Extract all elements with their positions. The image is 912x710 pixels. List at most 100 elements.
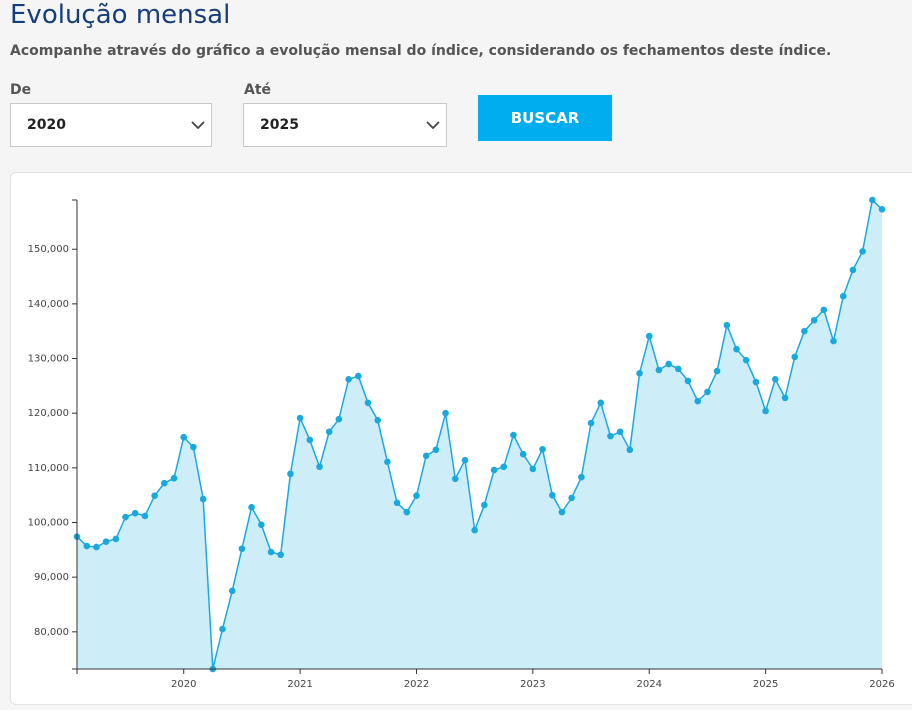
point xyxy=(93,543,100,551)
point xyxy=(413,492,420,500)
point xyxy=(500,463,508,471)
point xyxy=(645,332,653,340)
point xyxy=(810,316,818,324)
x-tick-label: 2020 xyxy=(171,679,196,690)
x-tick-label: 2023 xyxy=(520,679,545,690)
point xyxy=(199,495,207,503)
point xyxy=(607,432,614,440)
point xyxy=(393,499,401,507)
x-tick-label: 2025 xyxy=(753,679,778,690)
point xyxy=(830,337,837,345)
chevron xyxy=(191,121,205,130)
point xyxy=(83,542,91,550)
point xyxy=(432,446,440,454)
point xyxy=(267,548,275,556)
point xyxy=(277,551,284,559)
point xyxy=(548,491,556,499)
point xyxy=(655,366,663,374)
point xyxy=(151,492,158,500)
point xyxy=(675,365,682,373)
y-tick-label: 140,000 xyxy=(28,299,69,310)
point xyxy=(781,394,789,402)
point xyxy=(374,416,382,424)
x-tick-label: 2026 xyxy=(869,679,894,690)
point xyxy=(529,465,537,473)
point xyxy=(723,321,731,329)
y-tick-label: 110,000 xyxy=(28,463,69,474)
point xyxy=(665,360,672,368)
point xyxy=(558,508,566,516)
point xyxy=(849,266,857,274)
point xyxy=(364,399,372,407)
point xyxy=(122,513,129,521)
point xyxy=(568,494,575,502)
point xyxy=(519,450,527,458)
point xyxy=(636,369,643,377)
point xyxy=(752,378,760,386)
point xyxy=(354,372,362,380)
chart-card: 80,000 90,000 100,000 110,000 120,000 130,000… xyxy=(10,172,912,705)
point xyxy=(141,512,149,520)
chevron xyxy=(426,121,440,130)
point xyxy=(742,356,750,364)
point xyxy=(180,433,188,441)
chart: 80,000 90,000 100,000 110,000 120,000 130,000… xyxy=(28,196,895,690)
point xyxy=(839,292,847,300)
x-tick-label: 2024 xyxy=(637,679,662,690)
point xyxy=(102,538,110,545)
point xyxy=(539,445,546,453)
point xyxy=(287,470,294,478)
point xyxy=(762,407,769,415)
point xyxy=(626,446,634,454)
point xyxy=(481,501,488,509)
search-button[interactable]: BUSCAR xyxy=(478,95,612,141)
point xyxy=(296,414,304,422)
point xyxy=(442,409,449,417)
point xyxy=(131,509,139,517)
y-tick-label: 80,000 xyxy=(34,627,69,638)
point xyxy=(228,587,236,595)
x-tick-label: 2022 xyxy=(404,679,429,690)
point xyxy=(801,327,808,335)
point xyxy=(859,248,866,255)
line xyxy=(76,198,883,670)
point xyxy=(248,503,255,511)
point xyxy=(384,458,391,466)
from-label: De xyxy=(10,82,32,98)
point xyxy=(170,474,178,482)
point xyxy=(219,625,226,633)
point xyxy=(597,399,605,407)
point xyxy=(325,428,333,436)
point xyxy=(403,508,411,516)
point xyxy=(587,419,595,427)
point xyxy=(733,345,740,353)
point xyxy=(713,367,721,375)
point xyxy=(684,377,692,385)
point xyxy=(190,443,197,451)
point xyxy=(878,205,886,213)
point xyxy=(345,375,352,383)
to-select[interactable]: 2025 xyxy=(243,103,447,147)
point xyxy=(160,479,168,487)
y-tick-label: 150,000 xyxy=(28,244,69,255)
point xyxy=(471,526,478,534)
point xyxy=(578,473,585,481)
point xyxy=(422,452,430,460)
point xyxy=(771,375,779,383)
point xyxy=(616,428,624,436)
y-tick-label: 130,000 xyxy=(28,354,69,365)
point xyxy=(258,521,265,528)
page-title: Evolução mensal xyxy=(10,0,231,30)
point xyxy=(869,196,876,204)
point xyxy=(820,306,828,314)
y-tick-label: 100,000 xyxy=(28,518,69,529)
from-select[interactable]: 2020 xyxy=(10,103,212,147)
from-value: 2020 xyxy=(27,117,66,133)
x-tick-label: 2021 xyxy=(287,679,312,690)
point xyxy=(112,535,120,543)
point xyxy=(238,545,246,553)
point xyxy=(316,463,323,471)
point xyxy=(791,353,799,361)
point xyxy=(306,436,314,444)
